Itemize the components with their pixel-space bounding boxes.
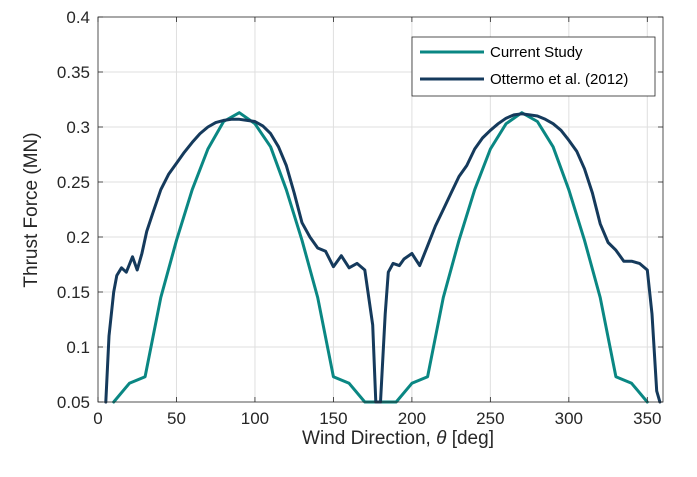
x-axis-label: Wind Direction, θ [deg]	[302, 428, 494, 449]
x-tick-label: 350	[633, 409, 661, 428]
y-tick-label: 0.05	[57, 393, 90, 412]
y-tick-labels: 0.05 0.1 0.15 0.2 0.25 0.3 0.35 0.4	[57, 8, 90, 412]
y-tick-label: 0.1	[66, 338, 90, 357]
y-tick-label: 0.15	[57, 283, 90, 302]
axis-ticks	[97, 16, 663, 403]
legend: Current Study Ottermo et al. (2012)	[411, 36, 656, 97]
y-tick-label: 0.2	[66, 228, 90, 247]
x-tick-label: 200	[398, 409, 426, 428]
grid-lines	[98, 17, 663, 402]
plot-frame	[97, 16, 664, 403]
y-tick-label: 0.3	[66, 118, 90, 137]
y-tick-label: 0.25	[57, 173, 90, 192]
x-tick-label: 50	[167, 409, 186, 428]
legend-label-ottermo: Ottermo et al. (2012)	[490, 71, 628, 88]
x-tick-label: 150	[319, 409, 347, 428]
x-tick-label: 100	[241, 409, 269, 428]
legend-box	[411, 36, 656, 97]
x-tick-labels: 0 50 100 150 200 250 300 350	[93, 409, 661, 428]
y-axis-label: Thrust Force (MN)	[21, 132, 42, 287]
y-tick-label: 0.35	[57, 63, 90, 82]
legend-label-current-study: Current Study	[490, 44, 583, 61]
x-tick-label: 250	[476, 409, 504, 428]
x-tick-label: 300	[555, 409, 583, 428]
y-tick-label: 0.4	[66, 8, 90, 27]
x-axis-label-symbol: θ	[436, 428, 447, 449]
x-tick-label: 0	[93, 409, 102, 428]
x-axis-label-text: Wind Direction,	[302, 428, 436, 449]
x-axis-label-unit: [deg]	[446, 428, 494, 449]
